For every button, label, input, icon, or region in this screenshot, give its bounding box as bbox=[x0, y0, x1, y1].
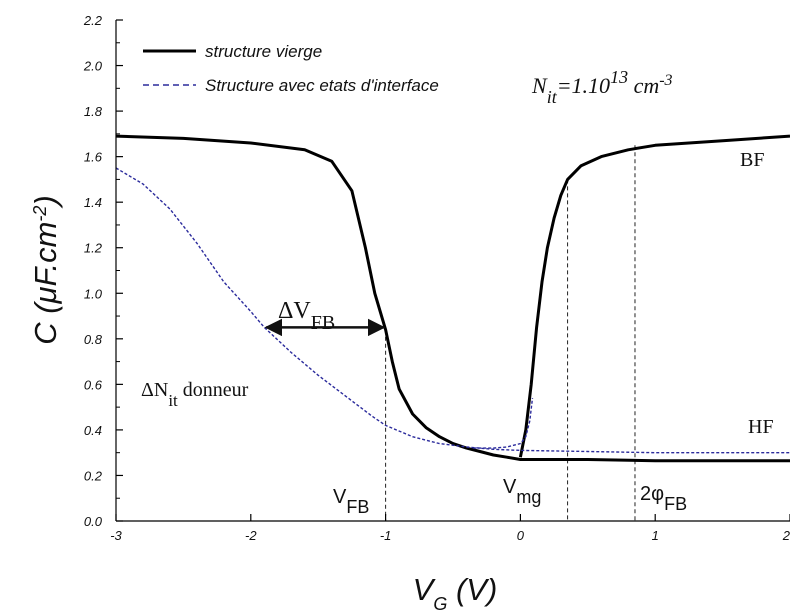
two-phi-fb-sub: FB bbox=[664, 494, 687, 514]
x-axis-title-sub: G bbox=[433, 594, 447, 614]
x-tick-label: -1 bbox=[380, 528, 392, 543]
two-phi-fb-main: 2φ bbox=[640, 483, 664, 505]
y-axis-title-close: ) bbox=[28, 195, 63, 209]
x-tick-label: -2 bbox=[245, 528, 257, 543]
vmg-main: V bbox=[503, 476, 517, 498]
delta-nit-rest: donneur bbox=[178, 379, 249, 401]
legend-formula: Nit=1.1013 cm-3 bbox=[531, 67, 673, 107]
series-line-vierge bbox=[518, 134, 790, 458]
x-tick-label: 2 bbox=[782, 528, 790, 543]
y-axis-title-sup: -2 bbox=[30, 206, 50, 222]
y-tick-label: 1.0 bbox=[84, 286, 103, 301]
y-tick-label: 1.6 bbox=[84, 150, 103, 165]
y-tick-label: 0.6 bbox=[84, 377, 103, 392]
delta-nit-label: ΔNit donneur bbox=[141, 379, 249, 410]
x-tick-label: 1 bbox=[652, 528, 659, 543]
delta-vfb-sub: FB bbox=[311, 312, 335, 334]
y-tick-label: 0.2 bbox=[84, 468, 103, 483]
delta-vfb-label: ΔVFB bbox=[278, 298, 335, 334]
ticks-layer: -3 -2 -1 0 1 2 0.0 0.2 0.4 0.6 0.8 1.0 1.2 1.4 1.6 1.8 2… bbox=[83, 13, 790, 543]
bf-label: BF bbox=[740, 149, 764, 171]
delta-nit-main: ΔN bbox=[141, 379, 168, 401]
vmg-sub: mg bbox=[516, 487, 541, 507]
y-axis-title: C (μF.cm-2) bbox=[28, 195, 63, 345]
delta-nit-sub: it bbox=[168, 391, 178, 410]
vmg-label: Vmg bbox=[503, 476, 541, 507]
x-axis-title-unit: (V) bbox=[447, 572, 497, 607]
x-axis-title-main: V bbox=[413, 572, 437, 607]
x-tick-label: -3 bbox=[110, 528, 122, 543]
vfb-sub: FB bbox=[346, 497, 369, 517]
hf-label: HF bbox=[748, 416, 774, 438]
y-tick-label: 1.4 bbox=[84, 195, 102, 210]
series-layer bbox=[116, 134, 790, 463]
legend-label-solid: structure vierge bbox=[205, 42, 322, 61]
y-tick-label: 0.4 bbox=[84, 423, 102, 438]
two-phi-fb-label: 2φFB bbox=[640, 483, 687, 514]
legend-formula-unit: cm bbox=[628, 73, 659, 98]
delta-vfb-main: ΔV bbox=[278, 298, 311, 324]
x-axis-title: VG (V) bbox=[413, 572, 498, 614]
y-tick-label: 0.0 bbox=[84, 514, 103, 529]
y-axis-title-main: C (μF.cm bbox=[28, 222, 63, 345]
legend-formula-eq: =1.10 bbox=[557, 73, 610, 98]
marker-lines bbox=[385, 145, 636, 521]
y-tick-label: 2.2 bbox=[83, 13, 103, 28]
legend-formula-n-sub: it bbox=[547, 87, 558, 107]
legend-label-dashed: Structure avec etats d'interface bbox=[205, 76, 439, 95]
legend-formula-unit-exp: -3 bbox=[659, 72, 672, 89]
vfb-main: V bbox=[333, 486, 347, 508]
y-tick-label: 1.2 bbox=[84, 241, 103, 256]
series-line-interface bbox=[473, 397, 534, 449]
y-tick-label: 1.8 bbox=[84, 104, 103, 119]
legend-formula-n: N bbox=[531, 73, 548, 98]
legend: structure vierge Structure avec etats d'… bbox=[143, 42, 673, 107]
series-line-vierge bbox=[116, 134, 790, 463]
x-tick-label: 0 bbox=[517, 528, 525, 543]
vfb-label: VFB bbox=[333, 486, 369, 517]
legend-formula-exp: 13 bbox=[610, 67, 628, 87]
y-tick-label: 2.0 bbox=[83, 59, 103, 74]
series-line-interface bbox=[116, 167, 790, 454]
y-tick-label: 0.8 bbox=[84, 332, 103, 347]
